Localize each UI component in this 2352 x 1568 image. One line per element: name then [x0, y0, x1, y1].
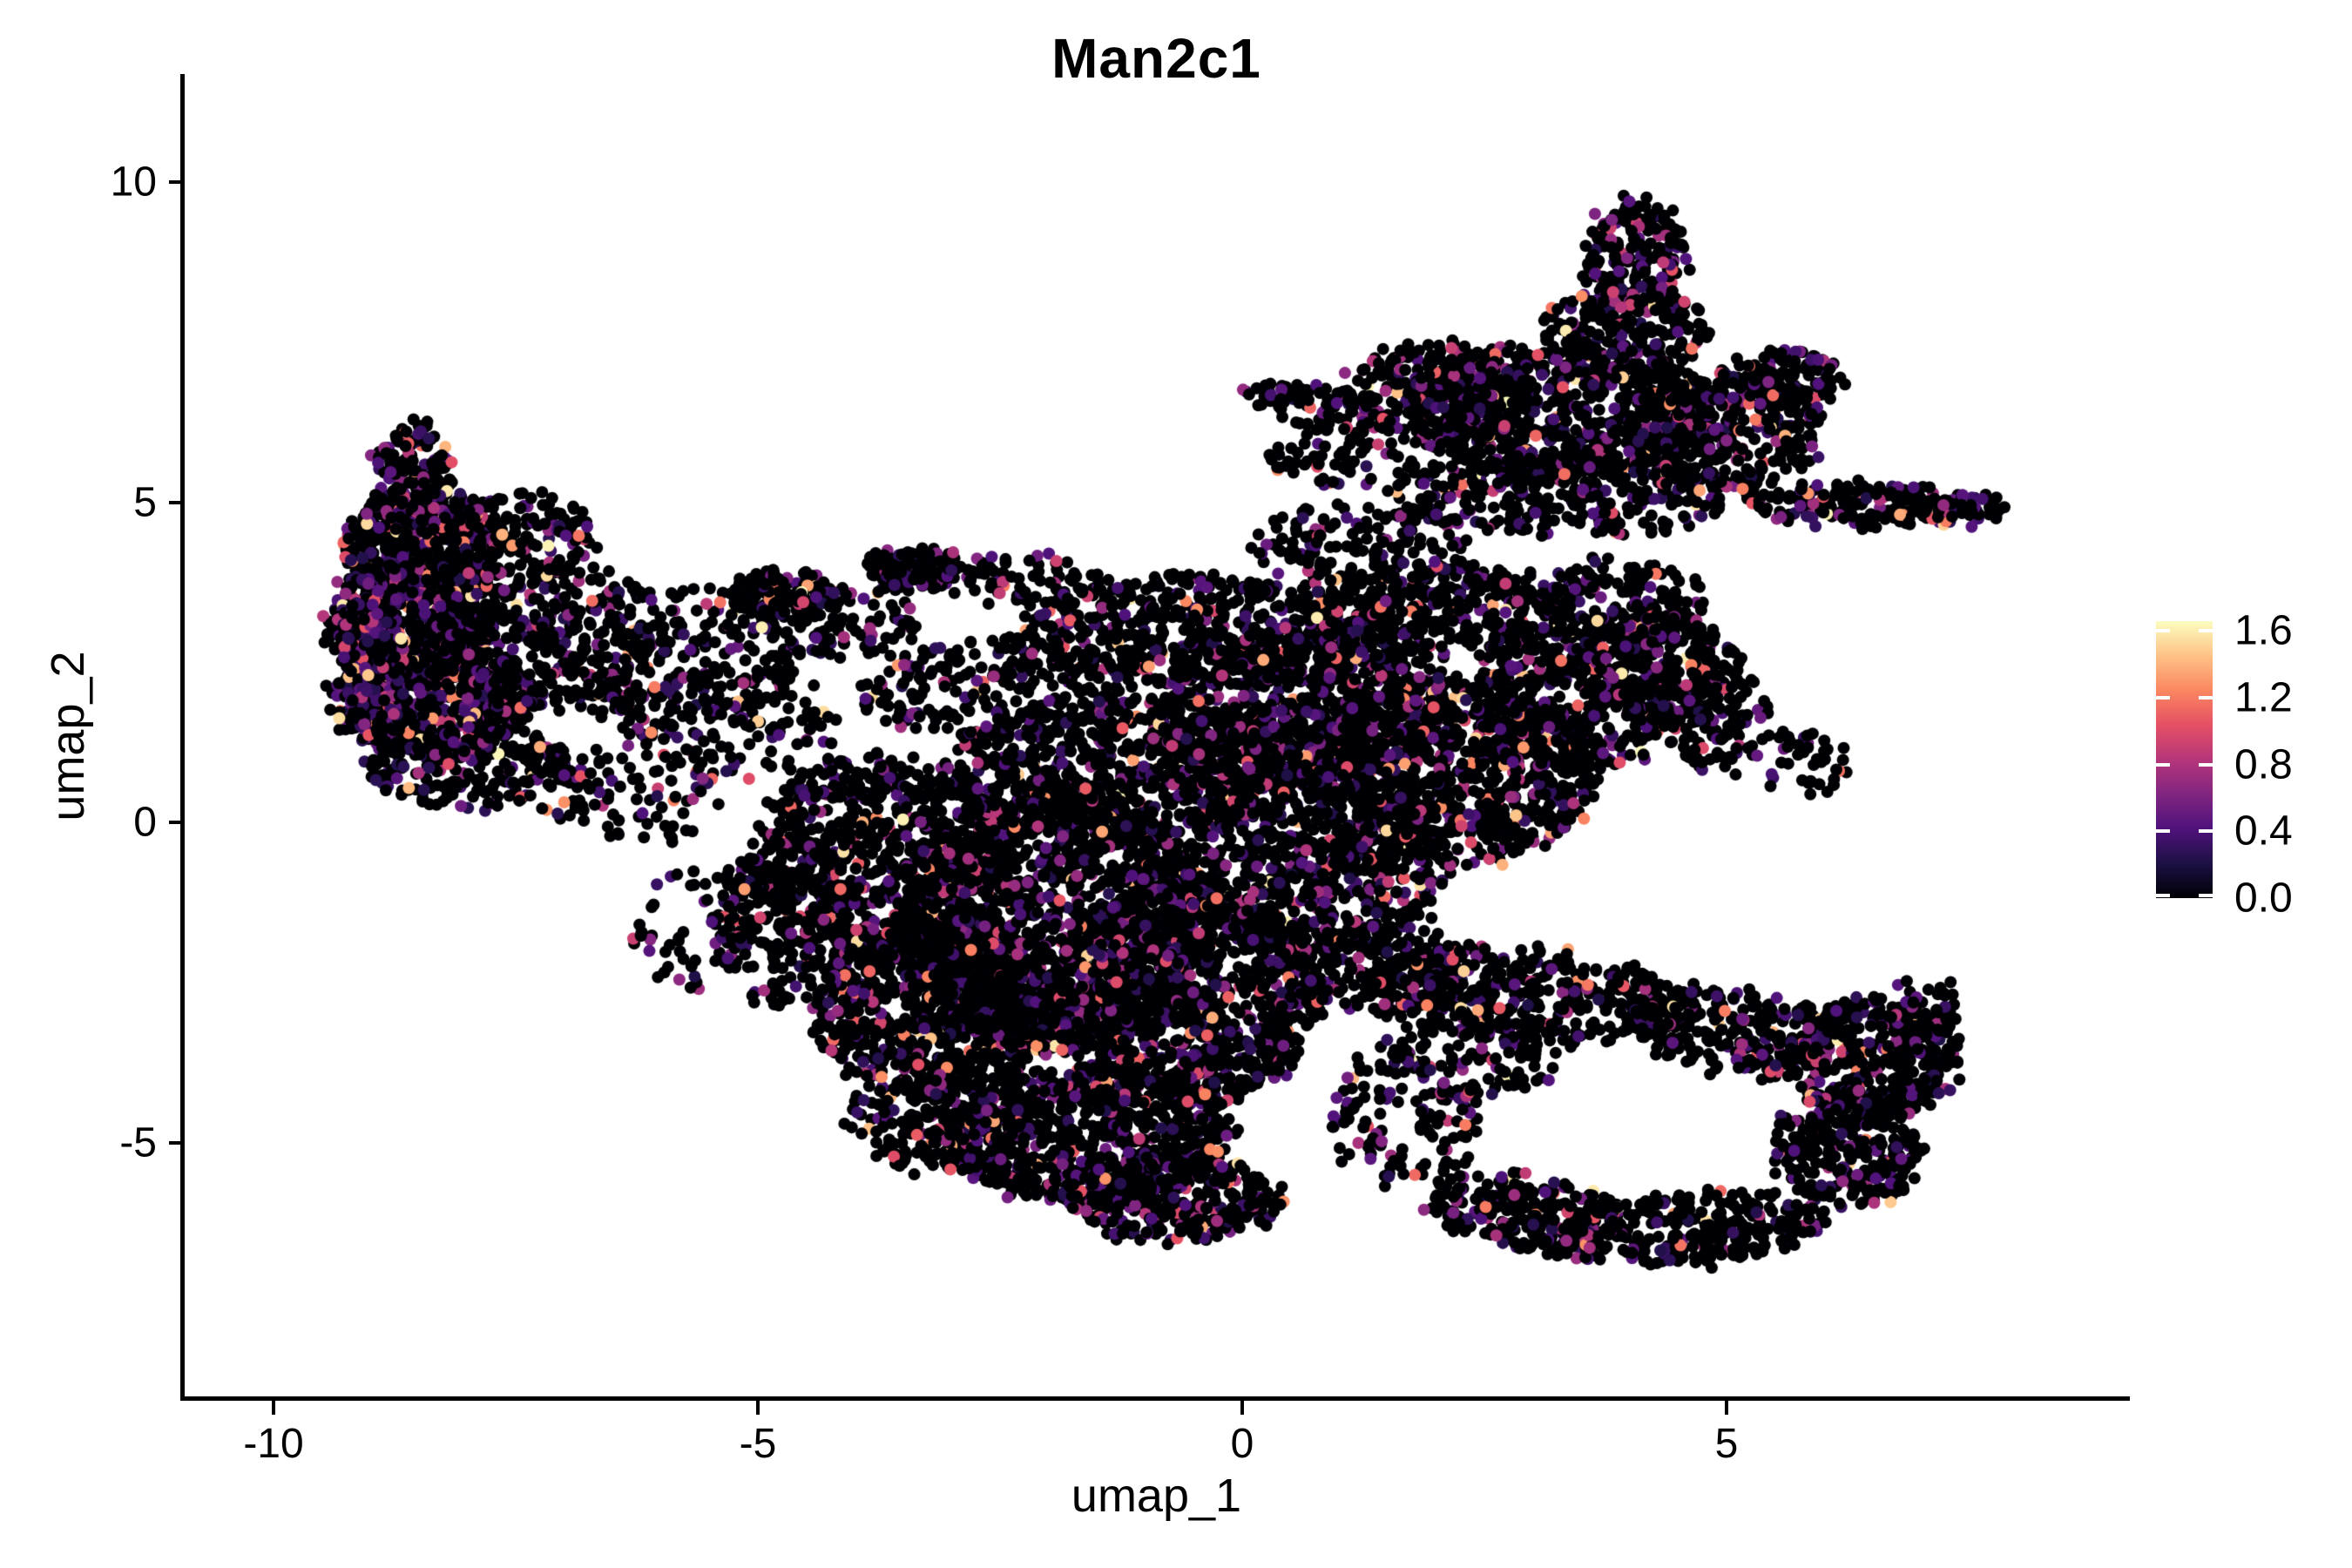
colorbar-tick-mark — [2199, 894, 2213, 897]
x-tick-mark — [1240, 1401, 1244, 1415]
x-axis-title: umap_1 — [1071, 1470, 1242, 1522]
colorbar-tick-mark — [2199, 629, 2213, 633]
x-tick-label: 0 — [1230, 1421, 1254, 1467]
colorbar-tick-mark — [2156, 829, 2170, 834]
y-axis-line — [180, 74, 185, 1401]
x-tick-label: 5 — [1714, 1421, 1739, 1467]
colorbar-tick-mark — [2199, 829, 2213, 834]
x-axis-line — [180, 1396, 2130, 1401]
y-tick-label: 10 — [110, 159, 157, 206]
x-tick-mark — [1725, 1401, 1728, 1415]
y-tick-mark — [169, 821, 183, 824]
colorbar-tick-mark — [2156, 762, 2170, 767]
y-tick-mark — [169, 1140, 183, 1145]
colorbar-tick-label: 1.6 — [2234, 607, 2293, 654]
colorbar — [2156, 621, 2213, 898]
colorbar-tick-mark — [2156, 629, 2170, 633]
colorbar-tick-label: 0.4 — [2234, 808, 2293, 855]
colorbar-tick-label: 0.8 — [2234, 741, 2293, 788]
x-tick-label: -5 — [739, 1421, 777, 1467]
colorbar-tick-label: 0.0 — [2234, 875, 2293, 922]
y-axis-title: umap_2 — [42, 651, 94, 821]
y-tick-label: 0 — [133, 799, 157, 846]
colorbar-tick-mark — [2156, 894, 2170, 897]
x-tick-mark — [756, 1401, 760, 1415]
x-tick-label: -10 — [243, 1421, 304, 1467]
y-tick-label: -5 — [119, 1119, 157, 1166]
colorbar-tick-label: 1.2 — [2234, 674, 2293, 721]
colorbar-tick-mark — [2199, 696, 2213, 700]
colorbar-tick-mark — [2156, 696, 2170, 700]
y-tick-mark — [169, 500, 183, 504]
x-tick-mark — [272, 1401, 275, 1415]
colorbar-tick-mark — [2199, 762, 2213, 767]
y-tick-label: 5 — [133, 479, 157, 525]
plot-title: Man2c1 — [1051, 27, 1261, 90]
y-tick-mark — [169, 180, 183, 184]
